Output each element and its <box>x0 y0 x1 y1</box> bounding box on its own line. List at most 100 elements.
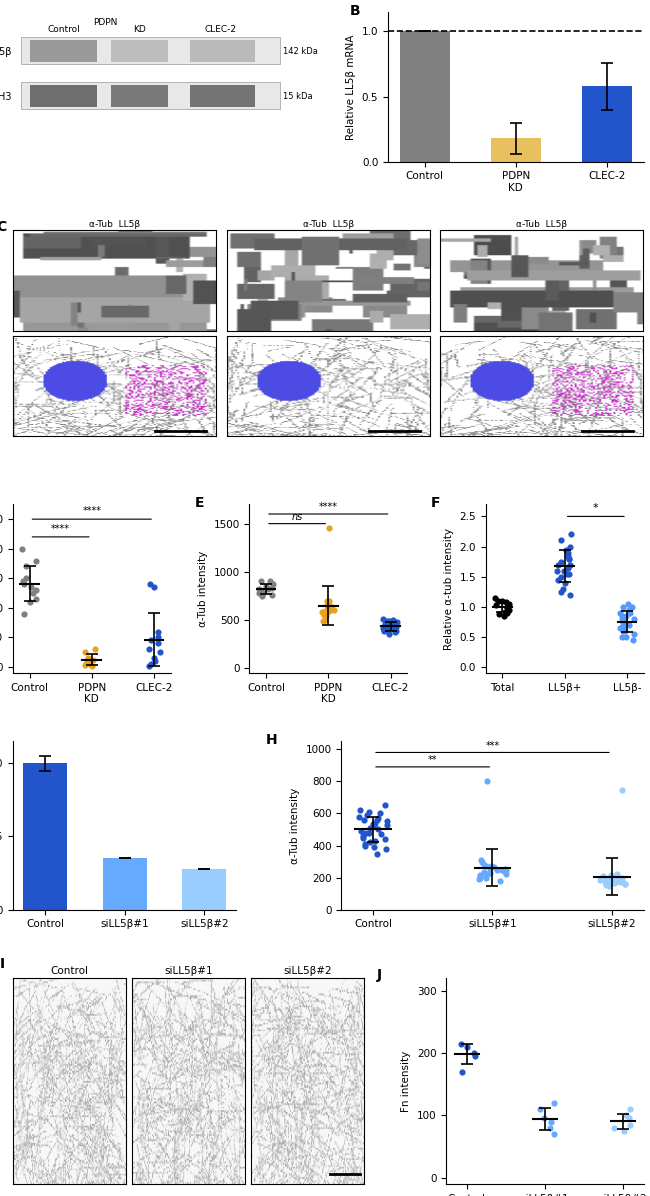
Point <box>365 832 375 852</box>
Text: ****: **** <box>51 524 70 533</box>
Point <box>556 553 566 572</box>
Point <box>21 557 31 576</box>
Point <box>90 640 100 659</box>
Point <box>382 615 392 634</box>
Point <box>17 539 27 559</box>
Point <box>372 811 382 830</box>
Point <box>356 822 367 841</box>
Point <box>618 597 628 616</box>
Point <box>552 561 562 580</box>
Text: ***: *** <box>486 740 500 751</box>
Point <box>326 599 337 618</box>
Point <box>329 600 339 620</box>
Point <box>87 655 98 675</box>
Point <box>610 873 621 892</box>
Point <box>369 813 380 832</box>
Point <box>369 817 379 836</box>
Point <box>150 578 160 597</box>
Point <box>601 871 612 890</box>
Point <box>31 590 42 609</box>
Point <box>564 565 574 584</box>
Point <box>82 652 92 671</box>
Point <box>324 597 335 616</box>
Point <box>373 808 384 828</box>
Point <box>608 872 618 891</box>
Point <box>456 1035 467 1054</box>
Point <box>565 585 575 604</box>
Point <box>361 805 372 824</box>
Point <box>624 600 634 620</box>
Point <box>621 627 632 646</box>
Bar <box>183 868 226 910</box>
Point <box>601 875 611 895</box>
Point <box>475 866 486 885</box>
Y-axis label: Relative LL5β mRNA: Relative LL5β mRNA <box>346 35 356 140</box>
Point <box>502 603 512 622</box>
Point <box>595 871 605 890</box>
Point <box>500 859 510 878</box>
Point <box>83 653 93 672</box>
Point <box>80 642 90 661</box>
Text: B: B <box>350 5 360 18</box>
Point <box>617 868 627 887</box>
Bar <box>23 763 67 910</box>
Point <box>491 596 501 615</box>
Title: siLL5β#1: siLL5β#1 <box>164 966 213 976</box>
Point <box>19 574 29 593</box>
Point <box>618 609 628 628</box>
Point <box>384 624 395 643</box>
Point <box>479 855 489 874</box>
Point <box>616 872 627 891</box>
Point <box>619 621 630 640</box>
Point <box>474 867 485 886</box>
Point <box>80 655 90 675</box>
Bar <box>21 37 280 65</box>
Bar <box>582 86 632 161</box>
Bar <box>190 39 255 62</box>
Point <box>556 582 567 602</box>
Point <box>563 559 573 578</box>
Point <box>320 610 330 629</box>
Point <box>150 652 160 671</box>
Bar <box>190 85 255 108</box>
Point <box>263 580 273 599</box>
Title: α-Tub  LL5β: α-Tub LL5β <box>516 220 567 230</box>
Point <box>354 807 365 826</box>
Point <box>619 1122 630 1141</box>
Point <box>627 597 637 616</box>
Point <box>598 866 608 885</box>
Y-axis label: α-Tub intensity: α-Tub intensity <box>198 550 208 627</box>
Point <box>618 612 629 631</box>
Point <box>476 850 486 869</box>
Point <box>146 630 157 649</box>
Point <box>462 1037 472 1056</box>
Point <box>144 574 155 593</box>
Point <box>600 872 610 891</box>
Point <box>608 868 619 887</box>
Point <box>380 795 390 814</box>
Point <box>318 605 329 624</box>
Title: α-Tub  LL5β: α-Tub LL5β <box>89 220 140 230</box>
Point <box>391 617 401 636</box>
Point <box>378 618 389 637</box>
Y-axis label: Relative α-tub intensity: Relative α-tub intensity <box>444 527 454 649</box>
Text: PDPN KD: PDPN KD <box>237 343 286 354</box>
Point <box>620 612 630 631</box>
Point <box>268 575 278 594</box>
Point <box>365 818 376 837</box>
Point <box>480 866 491 885</box>
Point <box>499 606 509 626</box>
Bar <box>491 139 541 161</box>
Point <box>384 611 395 630</box>
Text: *: * <box>593 504 599 513</box>
Point <box>625 1099 635 1118</box>
Point <box>381 840 391 859</box>
Point <box>318 611 328 630</box>
Point <box>629 609 639 628</box>
Point <box>372 820 383 840</box>
Point <box>478 862 489 881</box>
Point <box>495 872 506 891</box>
Point <box>469 1043 479 1062</box>
Point <box>380 615 391 634</box>
Point <box>492 861 502 880</box>
